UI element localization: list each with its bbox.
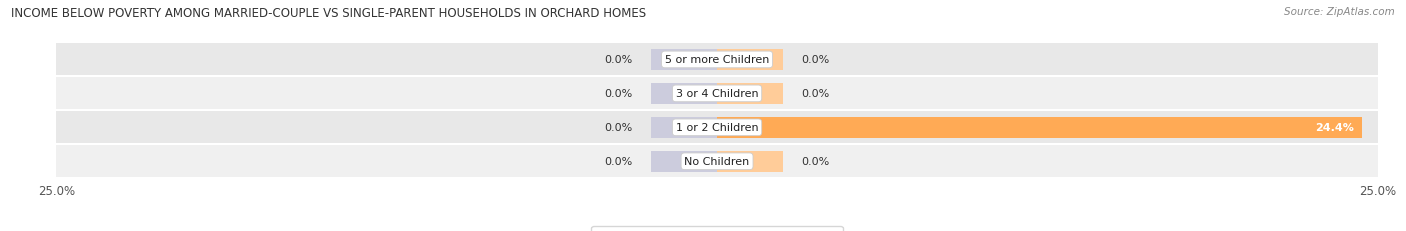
Bar [56,43,1378,77]
Bar [651,151,717,172]
Text: 1 or 2 Children: 1 or 2 Children [676,123,758,133]
Bar [717,151,783,172]
Text: 0.0%: 0.0% [801,157,830,167]
Text: 3 or 4 Children: 3 or 4 Children [676,89,758,99]
Bar [651,50,717,71]
Bar [717,50,783,71]
Bar [717,117,1362,138]
Text: INCOME BELOW POVERTY AMONG MARRIED-COUPLE VS SINGLE-PARENT HOUSEHOLDS IN ORCHARD: INCOME BELOW POVERTY AMONG MARRIED-COUPL… [11,7,647,20]
Bar [717,83,783,104]
Bar [651,83,717,104]
Text: Source: ZipAtlas.com: Source: ZipAtlas.com [1284,7,1395,17]
Text: No Children: No Children [685,157,749,167]
Text: 0.0%: 0.0% [605,123,633,133]
Bar [56,145,1378,179]
Bar [651,117,717,138]
Text: 24.4%: 24.4% [1315,123,1354,133]
Text: 0.0%: 0.0% [801,55,830,65]
Text: 0.0%: 0.0% [605,89,633,99]
Bar [56,111,1378,145]
Text: 0.0%: 0.0% [801,89,830,99]
Bar [56,77,1378,111]
Text: 0.0%: 0.0% [605,55,633,65]
Legend: Married Couples, Single Parents: Married Couples, Single Parents [592,226,842,231]
Text: 5 or more Children: 5 or more Children [665,55,769,65]
Text: 0.0%: 0.0% [605,157,633,167]
